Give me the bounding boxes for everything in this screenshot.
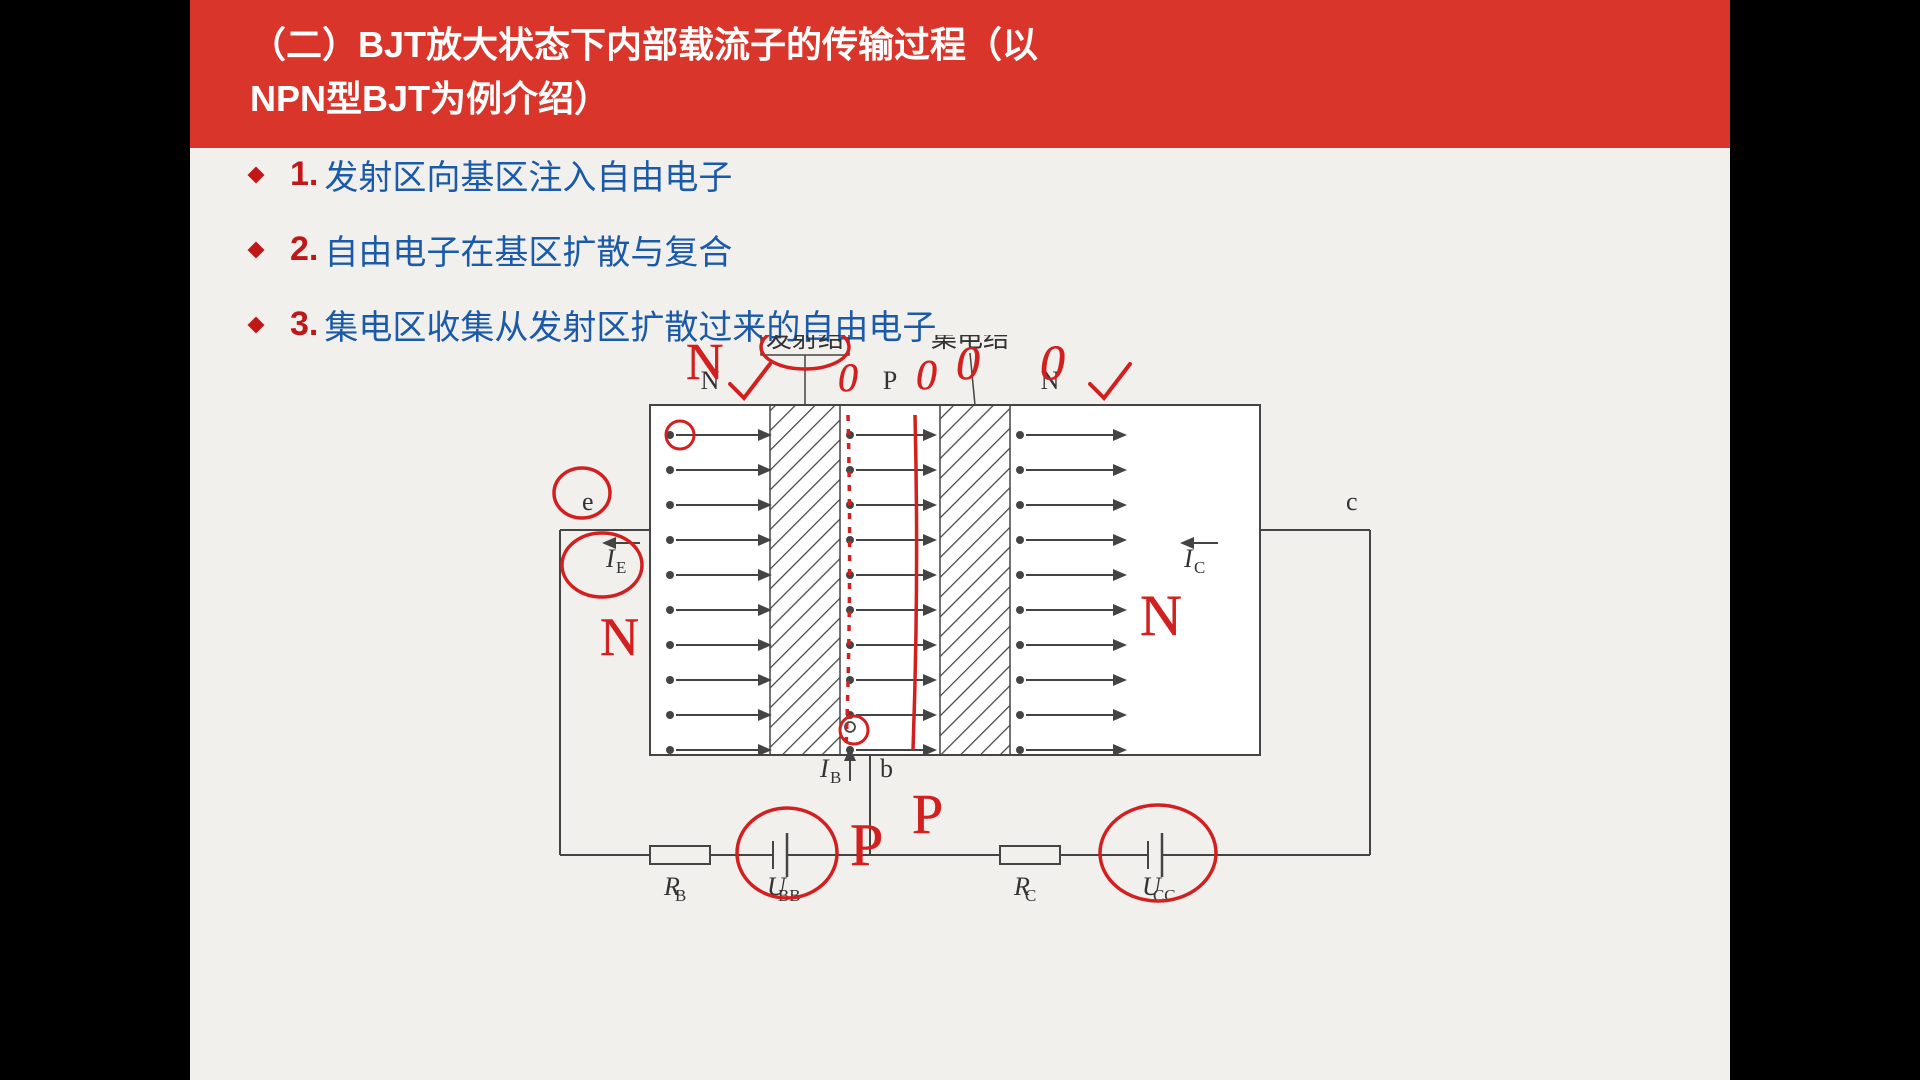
svg-text:0: 0 xyxy=(916,353,937,399)
svg-text:N: N xyxy=(1140,583,1182,648)
header-part: 放大状态下内部载流子的传输过程（以 xyxy=(426,24,1038,65)
svg-text:b: b xyxy=(880,754,893,783)
bullet-item: 1. 发射区向基区注入自由电子 xyxy=(250,150,936,199)
header-part: NPN xyxy=(250,78,326,119)
svg-text:e: e xyxy=(582,487,594,516)
diamond-icon xyxy=(248,241,265,258)
svg-text:P: P xyxy=(912,784,943,846)
header-part: 型 xyxy=(326,78,362,119)
svg-text:0: 0 xyxy=(1040,335,1065,390)
svg-text:P: P xyxy=(850,812,883,878)
svg-text:I: I xyxy=(1183,544,1194,573)
svg-text:B: B xyxy=(675,886,686,905)
svg-text:N: N xyxy=(686,335,724,391)
slide: （二）BJT放大状态下内部载流子的传输过程（以 NPN型BJT为例介绍） 1. … xyxy=(190,0,1730,1080)
slide-header: （二）BJT放大状态下内部载流子的传输过程（以 NPN型BJT为例介绍） xyxy=(190,0,1730,148)
bjt-diagram: RBUBBRCUCCNPN发射结集电结ecbIEICIBN0000NNPP xyxy=(350,335,1590,935)
bullet-number: 3. xyxy=(290,305,318,344)
svg-text:C: C xyxy=(1194,558,1205,577)
header-part: BJT xyxy=(362,78,430,119)
header-part: （二） xyxy=(250,24,358,65)
svg-text:I: I xyxy=(605,544,616,573)
bullet-item: 2. 自由电子在基区扩散与复合 xyxy=(250,225,936,274)
bullet-number: 1. xyxy=(290,155,318,194)
svg-text:E: E xyxy=(616,558,626,577)
header-title: （二）BJT放大状态下内部载流子的传输过程（以 NPN型BJT为例介绍） xyxy=(250,18,1690,126)
bullet-text: 发射区向基区注入自由电子 xyxy=(324,150,732,199)
svg-text:C: C xyxy=(1025,886,1036,905)
bullet-number: 2. xyxy=(290,230,318,269)
svg-text:N: N xyxy=(600,607,639,667)
svg-text:发射结: 发射结 xyxy=(766,335,844,353)
header-part: 为例介绍） xyxy=(430,78,610,119)
diamond-icon xyxy=(248,316,265,333)
svg-text:I: I xyxy=(819,754,830,783)
diamond-icon xyxy=(248,166,265,183)
svg-text:B: B xyxy=(830,768,841,787)
svg-text:0: 0 xyxy=(838,355,858,400)
svg-text:0: 0 xyxy=(956,337,980,390)
header-part: BJT xyxy=(358,24,426,65)
svg-text:P: P xyxy=(883,366,897,395)
bullet-text: 自由电子在基区扩散与复合 xyxy=(324,225,732,274)
svg-text:c: c xyxy=(1346,487,1358,516)
